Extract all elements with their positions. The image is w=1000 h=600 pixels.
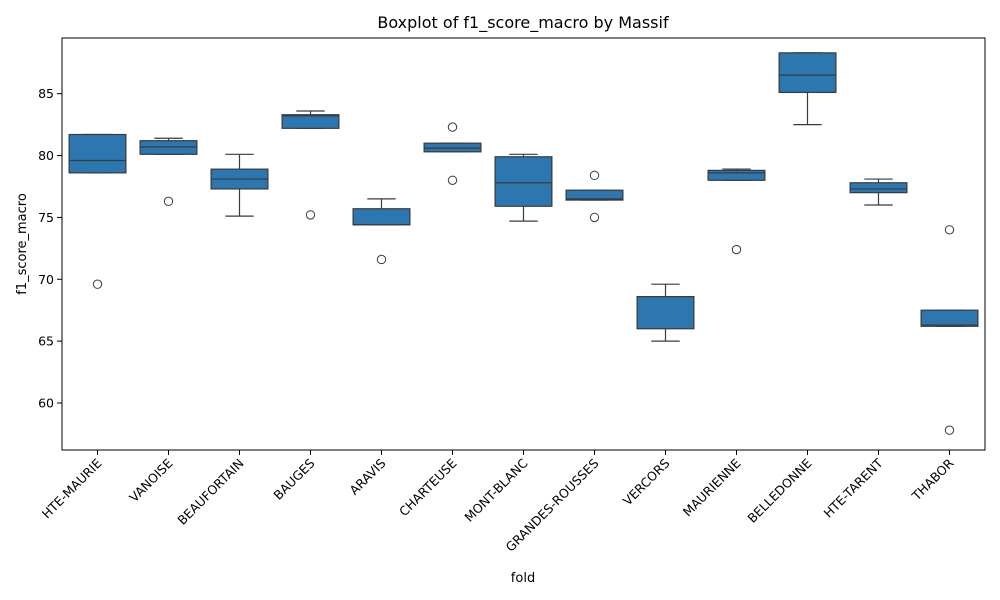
outlier-point <box>305 210 316 220</box>
plot-area <box>68 52 979 435</box>
box-group <box>494 153 553 222</box>
outlier-point <box>944 225 955 235</box>
box-iqr <box>920 309 979 327</box>
y-tick-label: 80 <box>38 148 54 163</box>
box-iqr <box>849 182 908 194</box>
outlier-point <box>589 170 600 181</box>
box-group <box>707 168 766 255</box>
box-group <box>778 52 837 126</box>
y-tick-label: 75 <box>38 210 54 225</box>
outlier-point <box>376 254 387 265</box>
box-iqr <box>281 114 340 129</box>
box-group <box>423 122 482 185</box>
box-group <box>68 133 127 289</box>
y-tick-label: 85 <box>38 86 54 101</box>
outlier-point <box>92 279 103 289</box>
box-iqr <box>565 189 624 201</box>
outlier-point <box>447 122 458 132</box>
y-axis-label: f1_score_macro <box>15 193 30 295</box>
y-tick-label: 65 <box>38 334 54 349</box>
box-iqr <box>636 295 695 330</box>
y-tick-label: 60 <box>38 395 54 410</box>
y-axis-ticks: 60 65 70 75 80 85 <box>38 86 62 410</box>
box-iqr <box>68 133 127 174</box>
outlier-point <box>447 175 458 185</box>
box-iqr <box>707 169 766 181</box>
box-group <box>849 178 908 206</box>
outlier-point <box>731 244 742 255</box>
outlier-point <box>944 425 955 435</box>
box-group <box>352 198 411 265</box>
box-iqr <box>423 142 482 153</box>
box-iqr <box>778 52 837 94</box>
outlier-point <box>163 196 174 207</box>
outlier-point <box>589 212 600 223</box>
x-axis-label: fold <box>511 571 535 586</box>
chart-title: Boxplot of f1_score_macro by Massif <box>377 13 669 33</box>
box-group <box>920 225 979 435</box>
y-tick-label: 70 <box>38 272 54 287</box>
box-group <box>565 170 624 223</box>
plot-frame <box>61 37 986 451</box>
box-group <box>210 153 269 217</box>
box-iqr <box>494 156 553 207</box>
box-group <box>636 283 695 342</box>
box-group <box>139 137 198 207</box>
box-group <box>281 110 340 220</box>
box-iqr <box>139 140 198 155</box>
box-iqr <box>352 208 411 226</box>
